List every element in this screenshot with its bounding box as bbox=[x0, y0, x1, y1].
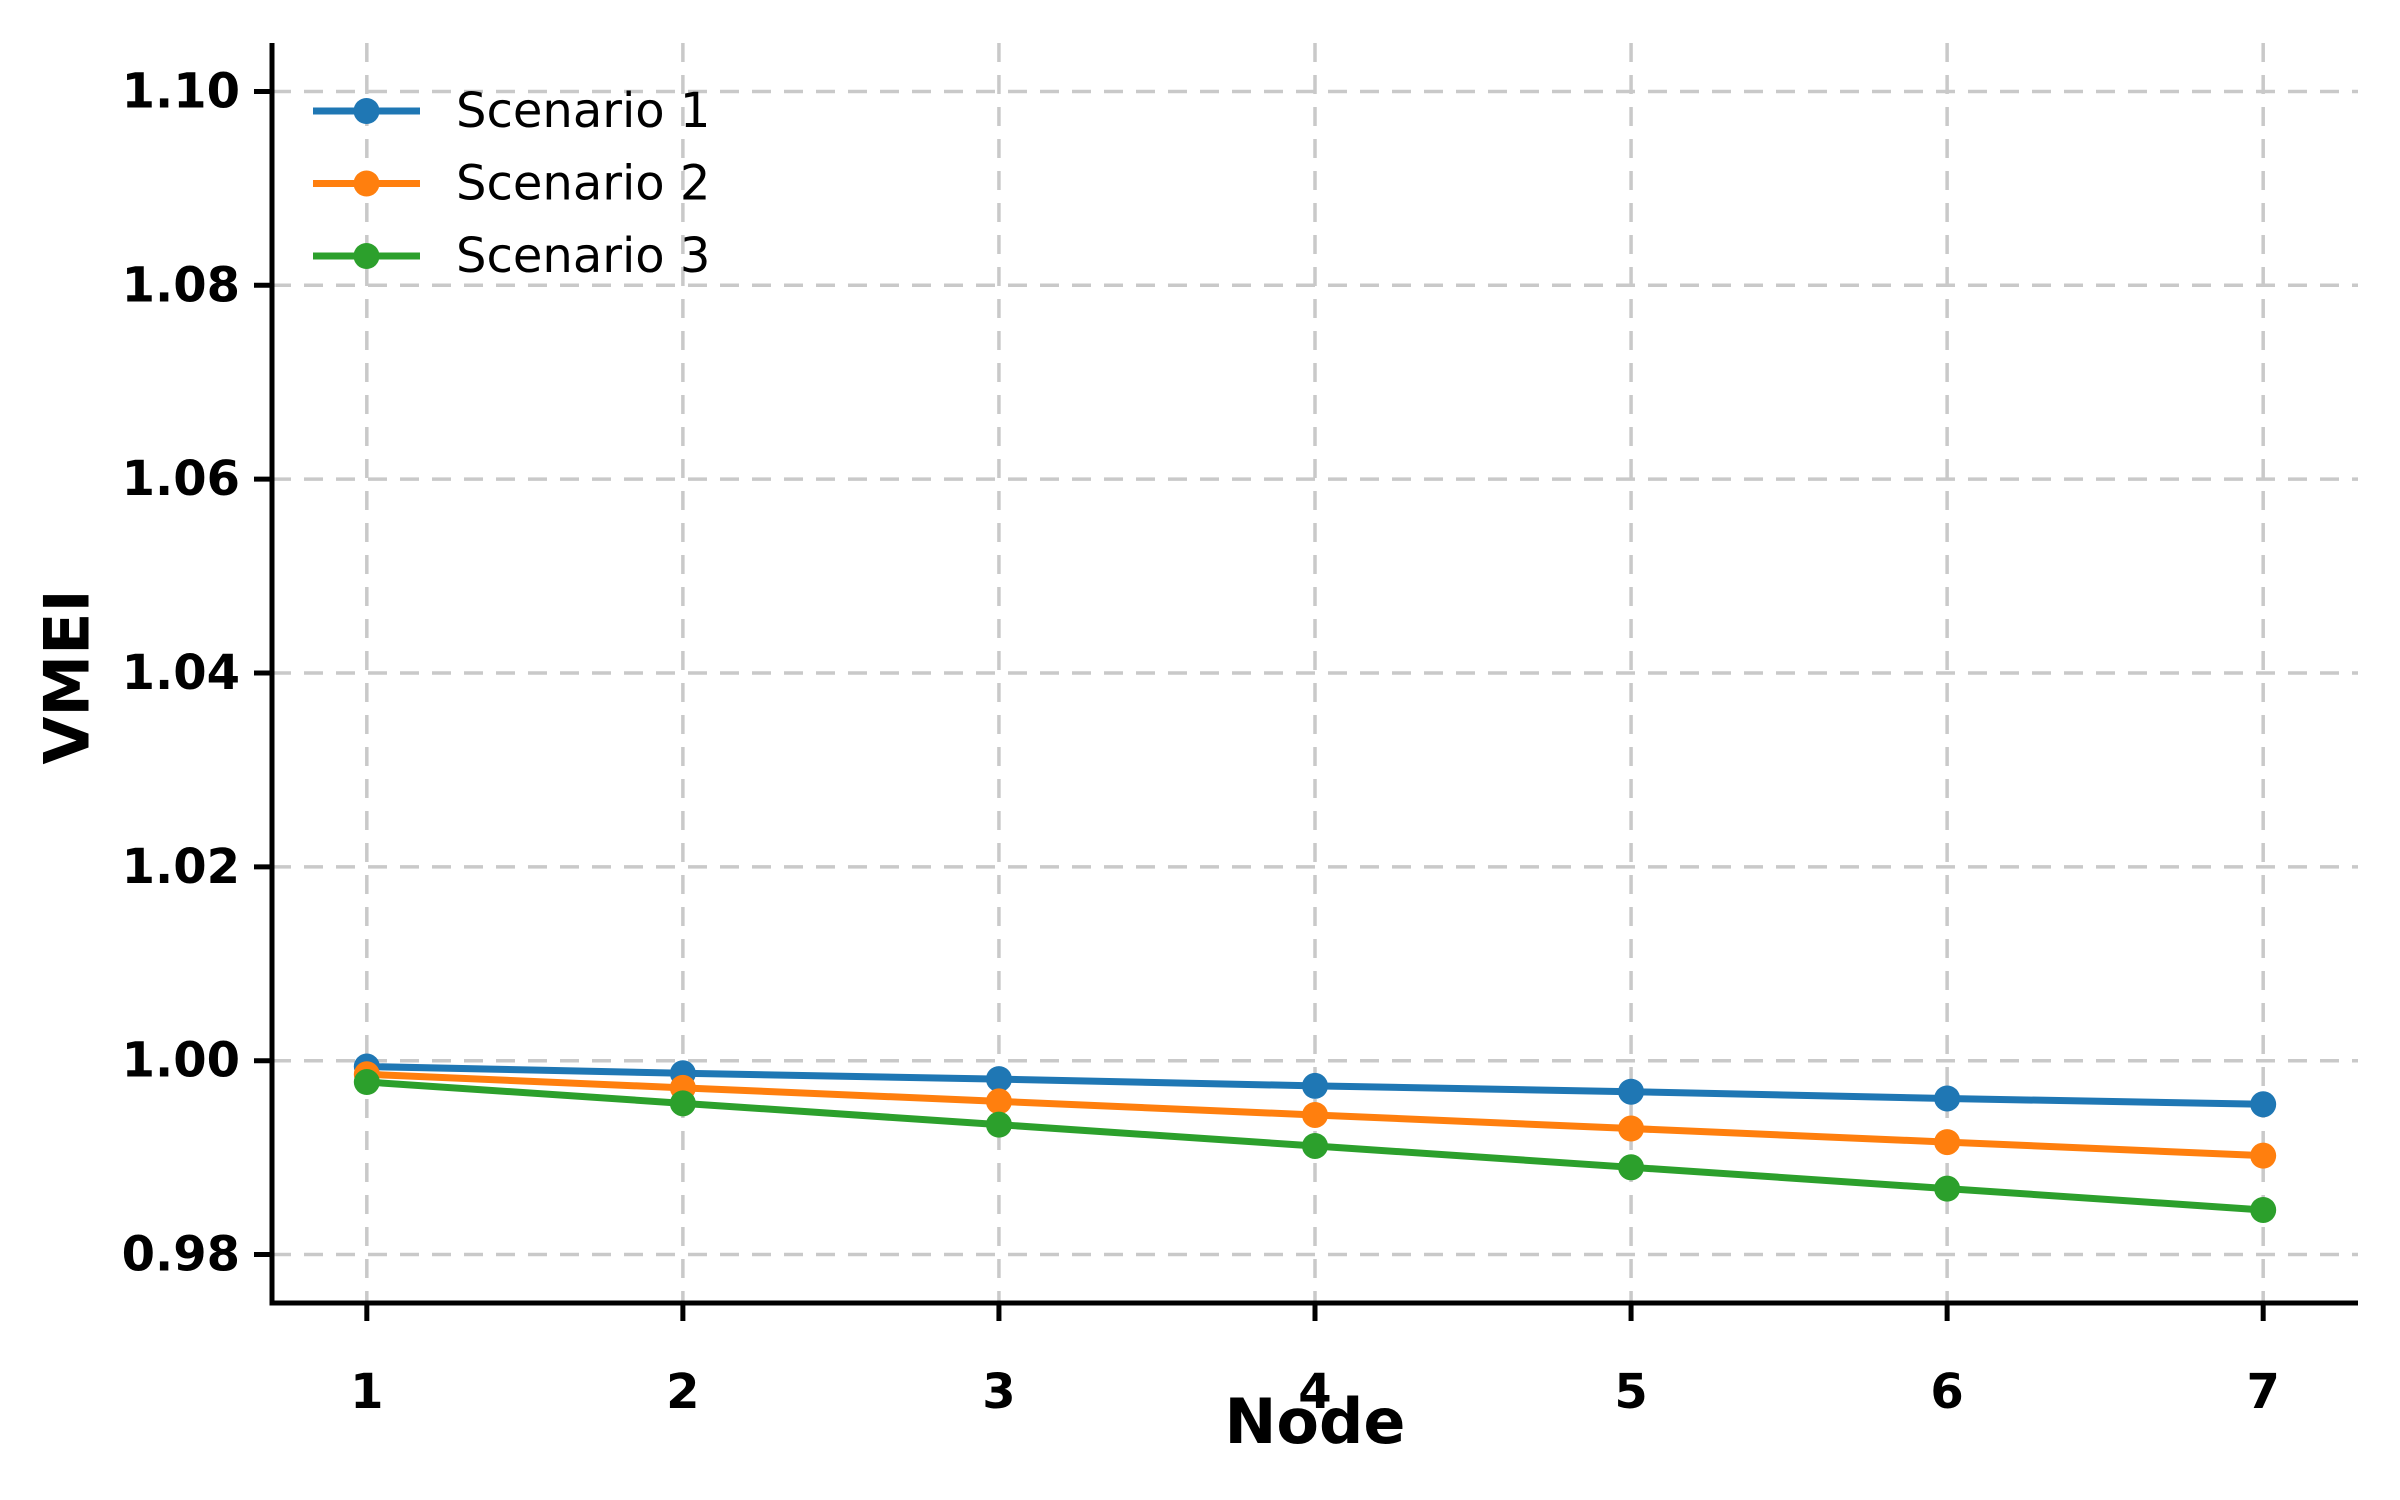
data-point-marker bbox=[2250, 1091, 2277, 1118]
y-tick-label: 0.98 bbox=[122, 1227, 240, 1283]
x-tick-label: 6 bbox=[1930, 1364, 1963, 1420]
gridlines bbox=[272, 43, 2358, 1303]
data-point-marker bbox=[1302, 1101, 1328, 1128]
data-point-marker bbox=[2250, 1142, 2277, 1169]
y-tick-label: 1.10 bbox=[122, 63, 240, 119]
legend-label: Scenario 3 bbox=[456, 228, 710, 284]
x-tick-label: 4 bbox=[1298, 1364, 1331, 1420]
legend-label: Scenario 1 bbox=[456, 83, 710, 139]
legend-item-scenario-2: Scenario 2 bbox=[313, 156, 710, 212]
data-series bbox=[353, 1053, 2277, 1223]
data-point-marker bbox=[1618, 1154, 1645, 1181]
legend-marker bbox=[353, 98, 380, 124]
y-tick-label: 1.06 bbox=[122, 451, 240, 507]
data-point-marker bbox=[985, 1088, 1012, 1115]
x-tick-label: 3 bbox=[982, 1364, 1015, 1420]
x-axis-label: Node bbox=[1225, 1385, 1406, 1458]
tick-labels: 0.98 1.00 1.02 1.04 1.06 1.08 1.10 1 2 3 4 5 6 7 bbox=[122, 63, 2280, 1420]
x-tick-label: 5 bbox=[1614, 1364, 1647, 1420]
y-axis-label: VMEI bbox=[31, 589, 104, 764]
x-tick-label: 2 bbox=[666, 1364, 699, 1420]
data-point-marker bbox=[1302, 1132, 1328, 1159]
legend-marker bbox=[353, 170, 380, 197]
y-tick-label: 1.00 bbox=[122, 1033, 240, 1089]
legend-item-scenario-3: Scenario 3 bbox=[313, 228, 710, 284]
y-tick-label: 1.08 bbox=[122, 257, 240, 313]
data-point-marker bbox=[669, 1090, 696, 1117]
x-tick-label: 1 bbox=[350, 1364, 383, 1420]
data-point-marker bbox=[1934, 1175, 1961, 1202]
legend-marker bbox=[353, 243, 380, 269]
y-tick-label: 1.02 bbox=[122, 839, 240, 895]
legend-item-scenario-1: Scenario 1 bbox=[313, 83, 710, 139]
data-point-marker bbox=[353, 1069, 380, 1096]
data-point-marker bbox=[1934, 1129, 1961, 1156]
x-tick-label: 7 bbox=[2246, 1364, 2279, 1420]
y-tick-label: 1.04 bbox=[122, 645, 240, 701]
data-point-marker bbox=[2250, 1196, 2277, 1223]
legend: Scenario 1 Scenario 2 Scenario 3 bbox=[313, 83, 710, 284]
series-scenario-1 bbox=[353, 1053, 2277, 1118]
data-point-marker bbox=[1302, 1072, 1328, 1099]
legend-label: Scenario 2 bbox=[456, 156, 710, 212]
data-point-marker bbox=[985, 1066, 1012, 1093]
data-point-marker bbox=[985, 1111, 1012, 1138]
data-point-marker bbox=[1618, 1078, 1645, 1105]
series-scenario-3 bbox=[353, 1069, 2277, 1223]
data-point-marker bbox=[1934, 1085, 1961, 1112]
axes bbox=[254, 43, 2358, 1321]
data-point-marker bbox=[1618, 1115, 1645, 1142]
